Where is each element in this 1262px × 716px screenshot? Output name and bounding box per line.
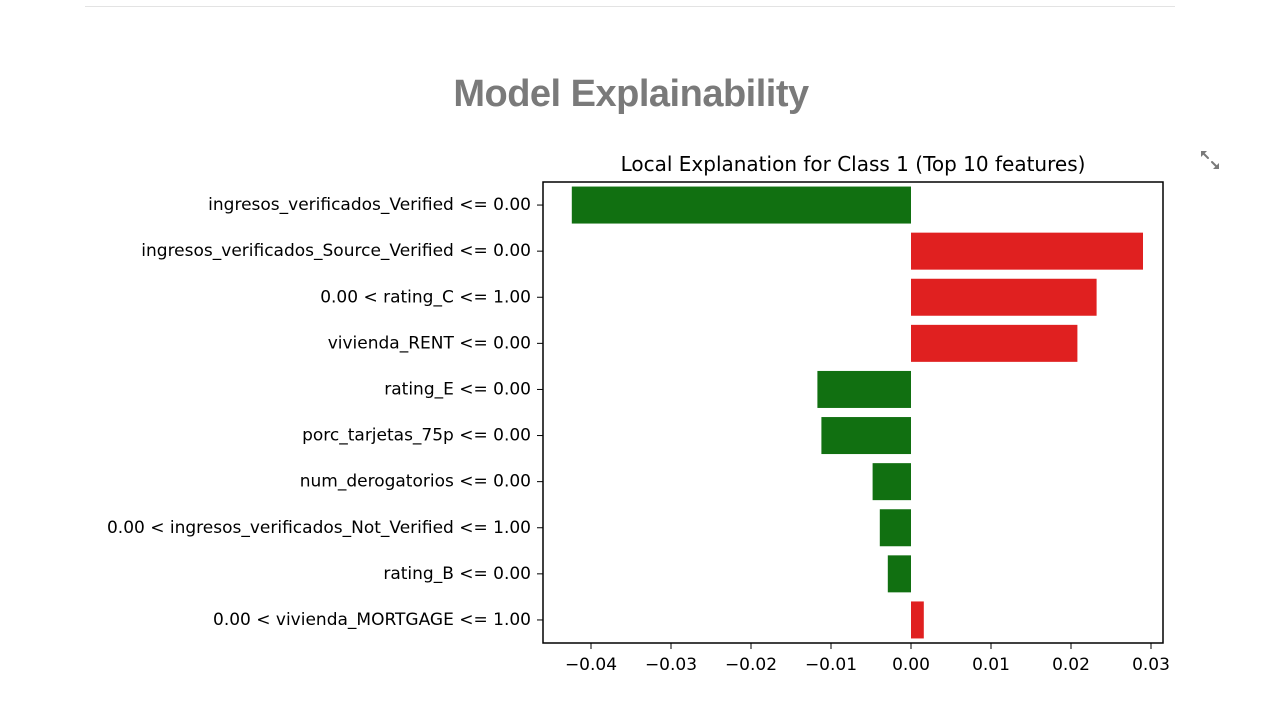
x-tick-label: −0.03: [645, 655, 697, 675]
y-tick-label: 0.00 < rating_C <= 1.00: [320, 287, 531, 307]
y-labels-group: ingresos_verificados_Verified <= 0.00 ing…: [107, 195, 543, 630]
y-tick-label: ingresos_verificados_Source_Verified <= …: [141, 241, 531, 261]
y-tick-label: vivienda_RENT <= 0.00: [328, 333, 531, 353]
y-tick-label: rating_E <= 0.00: [384, 379, 531, 399]
bar-1: [571, 186, 911, 224]
x-tick-label: −0.02: [725, 655, 777, 675]
bar-5: [817, 370, 911, 408]
bar-10: [911, 601, 924, 639]
chart-title: Local Explanation for Class 1 (Top 10 fe…: [621, 152, 1086, 176]
x-tick-label: 0.00: [892, 655, 930, 675]
expand-icon: [1201, 151, 1219, 169]
y-tick-label: 0.00 < ingresos_verificados_Not_Verified…: [107, 518, 531, 538]
y-tick-label: porc_tarjetas_75p <= 0.00: [302, 426, 531, 446]
bar-7: [872, 463, 911, 501]
page-title: Model Explainability: [453, 73, 809, 115]
plot-frame: [542, 181, 1164, 644]
bar-9: [887, 555, 911, 593]
bar-4: [911, 324, 1078, 362]
bar-3: [911, 278, 1097, 316]
y-tick-label: rating_B <= 0.00: [383, 564, 531, 584]
y-tick-label: 0.00 < vivienda_MORTGAGE <= 1.00: [213, 610, 531, 630]
y-tick-label: ingresos_verificados_Verified <= 0.00: [208, 195, 531, 215]
x-tick-label: −0.04: [565, 655, 617, 675]
x-tick-label: 0.01: [972, 655, 1010, 675]
x-tick-label: 0.02: [1052, 655, 1090, 675]
bars-group: [571, 186, 1143, 639]
bar-2: [911, 232, 1143, 270]
x-axis-group: −0.04 −0.03 −0.02 −0.01 0.00 0.01 0.02 0.03: [565, 643, 1170, 675]
bar-8: [879, 509, 911, 547]
bar-6: [821, 417, 911, 455]
y-tick-label: num_derogatorios <= 0.00: [300, 472, 531, 492]
top-divider: [85, 6, 1175, 7]
x-tick-label: 0.03: [1132, 655, 1170, 675]
x-tick-label: −0.01: [805, 655, 857, 675]
fullscreen-button[interactable]: [1198, 148, 1222, 172]
